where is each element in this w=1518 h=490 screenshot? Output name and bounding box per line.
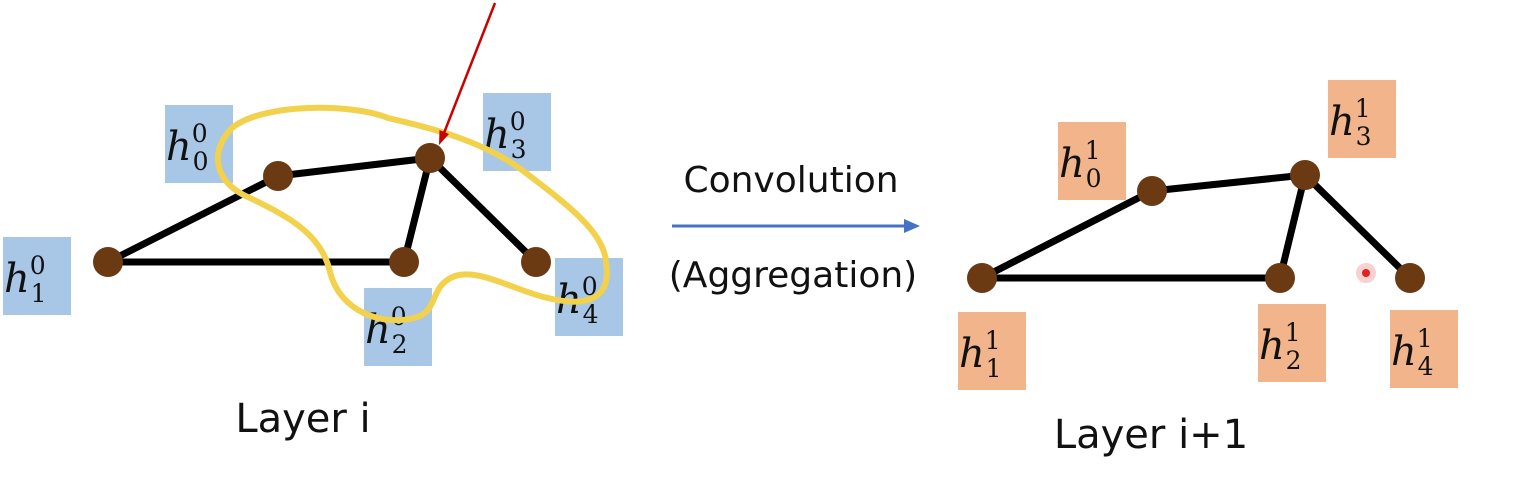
layer-in-label-box-1 bbox=[3, 237, 71, 315]
layer-out-label-box-4 bbox=[1390, 310, 1458, 388]
neighborhood-highlight-outline bbox=[215, 104, 610, 324]
layer-out-node-2 bbox=[1265, 263, 1295, 293]
layer-in-label-box-2 bbox=[364, 288, 432, 366]
layer-out-graph: h1 0 h1 1 h1 2 h1 3 h1 4 Layer i+1 bbox=[958, 80, 1458, 458]
layer-out-edge-1-0 bbox=[978, 187, 1156, 282]
layer-in-node-1 bbox=[93, 247, 123, 277]
layer-in-label-3: h0 3 bbox=[484, 107, 527, 164]
operation-label-top: Convolution bbox=[683, 160, 898, 201]
layer-out-edge-0-3 bbox=[1148, 171, 1309, 195]
layer-out-label-2: h1 2 bbox=[1259, 318, 1302, 375]
layer-out-node-1 bbox=[967, 263, 997, 293]
layer-out-label-3: h1 3 bbox=[1329, 94, 1372, 151]
layer-in-label-box-3 bbox=[483, 93, 551, 171]
operation-arrow-group: Convolution (Aggregation) bbox=[669, 160, 920, 296]
red-pointer-arrowhead bbox=[439, 130, 449, 145]
layer-out-label-box-2 bbox=[1258, 304, 1326, 382]
layer-in-node-0 bbox=[263, 161, 293, 191]
layer-in-label-2: h0 2 bbox=[365, 302, 408, 359]
layer-out-edge-3-4 bbox=[1301, 171, 1414, 282]
layer-out-label-box-1 bbox=[958, 312, 1026, 390]
layer-out-node-0 bbox=[1137, 176, 1167, 206]
layer-out-edge-3-2 bbox=[1276, 171, 1309, 282]
layer-in-edge-3-4 bbox=[426, 154, 540, 266]
layer-out-label-0: h1 0 bbox=[1059, 136, 1102, 193]
layer-in-caption: Layer i bbox=[235, 396, 370, 442]
layer-out-label-4: h1 4 bbox=[1391, 324, 1434, 381]
operation-label-bottom: (Aggregation) bbox=[669, 255, 917, 296]
layer-out-label-box-0 bbox=[1058, 122, 1126, 200]
layer-out-label-1: h1 1 bbox=[959, 326, 1002, 383]
layer-in-edge-3-2 bbox=[400, 154, 434, 266]
layer-in-node-3 bbox=[415, 143, 445, 173]
red-pointer-arrow bbox=[442, 2, 497, 134]
laser-pointer-dot bbox=[1362, 269, 1370, 277]
layer-out-node-3 bbox=[1290, 160, 1320, 190]
layer-in-graph: h0 0 h0 1 h0 2 h0 3 h0 4 Layer i bbox=[3, 2, 623, 442]
layer-in-node-2 bbox=[389, 247, 419, 277]
layer-out-label-box-3 bbox=[1328, 80, 1396, 158]
layer-in-label-1: h0 1 bbox=[4, 251, 47, 308]
layer-out-caption: Layer i+1 bbox=[1054, 412, 1248, 458]
operation-arrowhead bbox=[904, 219, 920, 233]
layer-out-node-4 bbox=[1395, 263, 1425, 293]
layer-in-node-4 bbox=[521, 247, 551, 277]
layer-in-edge-0-3 bbox=[274, 154, 434, 180]
layer-in-edge-1-0 bbox=[104, 172, 282, 266]
layer-in-label-0: h0 0 bbox=[166, 119, 209, 176]
